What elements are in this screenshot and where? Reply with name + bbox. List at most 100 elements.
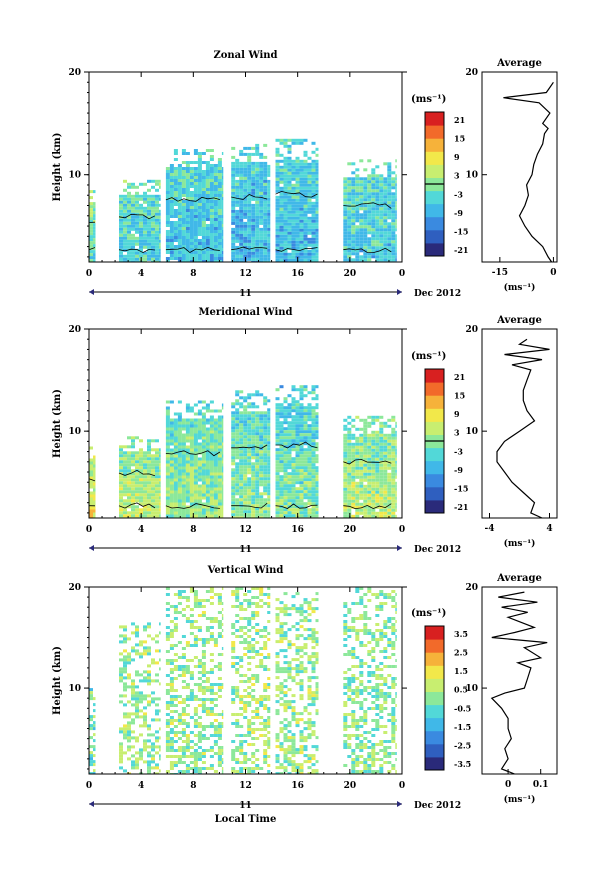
heatmap-cell-5 — [355, 210, 360, 214]
heatmap-cell-5 — [387, 439, 392, 443]
heatmap-cell-5 — [351, 186, 356, 190]
heatmap-cell-2 — [205, 421, 210, 425]
heatmap-cell-3 — [255, 203, 260, 207]
heatmap-cell-4 — [295, 165, 300, 169]
heatmap-cell-1 — [143, 469, 147, 473]
heatmap-cell-3 — [247, 227, 252, 231]
heatmap-cell-1 — [135, 493, 139, 497]
heatmap-cell-1 — [147, 724, 151, 728]
heatmap-cell-2 — [169, 677, 174, 680]
heatmap-cell-3 — [243, 182, 248, 186]
heatmap-cell-1 — [147, 230, 151, 234]
heatmap-cell-5 — [387, 487, 392, 491]
heatmap-cell-1 — [139, 254, 143, 258]
heatmap-cell-1 — [147, 248, 151, 252]
average-x-tick-label: 0 — [550, 268, 556, 278]
heatmap-cell-5 — [367, 216, 372, 220]
heatmap-cell-4 — [303, 231, 308, 235]
heatmap-cell-1 — [123, 221, 127, 225]
heatmap-cell-2 — [213, 505, 218, 509]
heatmap-cell-3 — [267, 224, 271, 228]
heatmap-cell-1 — [151, 209, 155, 213]
heatmap-cell-5 — [347, 445, 352, 449]
heatmap-cell-3 — [255, 447, 260, 451]
heatmap-cell-2 — [193, 427, 198, 431]
heatmap-cell-0 — [89, 229, 93, 233]
heatmap-cell-4 — [279, 174, 284, 178]
heatmap-cell-4 — [303, 216, 308, 220]
heatmap-cell-2 — [193, 403, 198, 407]
heatmap-cell-1 — [155, 218, 159, 222]
heatmap-cell-2 — [221, 722, 224, 725]
colorbar-segment — [425, 395, 444, 409]
heatmap-cell-5 — [363, 469, 368, 473]
heatmap-cell-3 — [259, 420, 264, 424]
heatmap-cell-5 — [343, 180, 348, 184]
heatmap-cell-2 — [213, 436, 218, 440]
heatmap-cell-2 — [169, 194, 174, 197]
heatmap-cell-5 — [355, 463, 360, 467]
heatmap-cell-4 — [279, 403, 284, 407]
heatmap-cell-4 — [295, 186, 300, 190]
heatmap-cell-3 — [259, 251, 264, 255]
heatmap-cell-4 — [295, 445, 300, 449]
heatmap-cell-3 — [235, 426, 240, 430]
heatmap-cell-4 — [287, 252, 292, 256]
heatmap-cell-3 — [251, 254, 256, 258]
heatmap-cell-3 — [247, 402, 252, 406]
heatmap-cell-4 — [279, 448, 284, 452]
heatmap-cell-5 — [391, 198, 396, 202]
heatmap-cell-3 — [235, 483, 240, 487]
heatmap-cell-4 — [291, 189, 296, 193]
heatmap-cell-5 — [367, 496, 372, 500]
heatmap-cell-3 — [267, 242, 271, 246]
heatmap-cell-2 — [189, 203, 194, 206]
heatmap-cell-2 — [177, 424, 182, 428]
heatmap-cell-1 — [143, 493, 147, 497]
heatmap-cell-1 — [159, 745, 161, 749]
heatmap-cell-5 — [395, 174, 397, 178]
heatmap-cell-1 — [159, 224, 161, 228]
heatmap-cell-2 — [201, 728, 206, 731]
heatmap-cell-2 — [185, 743, 190, 746]
heatmap-cell-1 — [123, 727, 127, 731]
heatmap-cell-2 — [213, 617, 218, 620]
heatmap-cell-1 — [147, 224, 151, 228]
colorbar-tick-label: -15 — [454, 226, 468, 236]
heatmap-cell-5 — [367, 457, 372, 461]
colorbar-segment — [425, 190, 444, 205]
heatmap-cell-3 — [247, 152, 252, 156]
heatmap-cell-1 — [127, 487, 131, 491]
heatmap-cell-2 — [201, 254, 206, 257]
heatmap-cell-2 — [193, 683, 198, 686]
heatmap-cell-1 — [159, 215, 161, 219]
heatmap-cell-5 — [355, 502, 360, 506]
heatmap-cell-2 — [197, 233, 202, 236]
heatmap-cell-4 — [279, 409, 284, 413]
heatmap-cell-2 — [193, 215, 198, 218]
heatmap-cell-5 — [351, 216, 356, 220]
heatmap-cell-4 — [307, 207, 312, 211]
heatmap-cell-2 — [189, 433, 194, 437]
heatmap-cell-3 — [243, 477, 248, 481]
heatmap-cell-1 — [131, 478, 135, 482]
heatmap-cell-2 — [217, 620, 222, 623]
heatmap-cell-2 — [185, 209, 190, 212]
heatmap-cell-4 — [311, 162, 316, 166]
heatmap-cell-4 — [291, 210, 296, 214]
heatmap-cell-3 — [251, 167, 256, 171]
heatmap-cell-3 — [251, 227, 256, 231]
colorbar-tick-label: 15 — [454, 391, 465, 401]
heatmap-cell-3 — [267, 399, 271, 403]
heatmap-cell-2 — [169, 221, 174, 224]
heatmap-cell-3 — [259, 495, 264, 499]
heatmap-cell-3 — [235, 197, 240, 201]
heatmap-cell-4 — [283, 400, 288, 404]
heatmap-cell-5 — [363, 240, 368, 244]
heatmap-cell-3 — [259, 167, 264, 171]
heatmap-cell-5 — [343, 493, 348, 497]
heatmap-cell-5 — [347, 463, 352, 467]
heatmap-cell-2 — [209, 502, 214, 506]
heatmap-cell-0 — [89, 500, 93, 504]
heatmap-cell-1 — [147, 209, 151, 213]
